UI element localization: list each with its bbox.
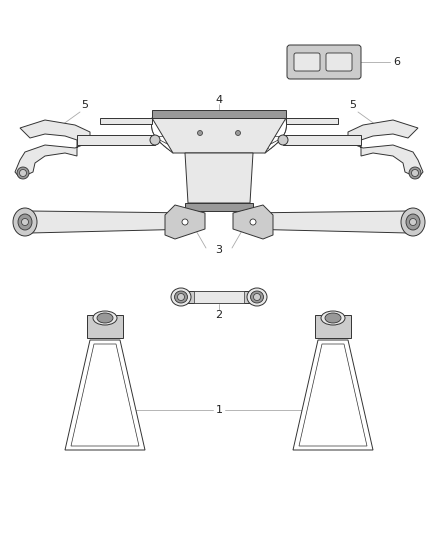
- Ellipse shape: [325, 313, 341, 323]
- Polygon shape: [152, 118, 286, 153]
- Ellipse shape: [21, 219, 28, 225]
- Ellipse shape: [250, 219, 256, 225]
- Ellipse shape: [150, 135, 160, 145]
- Polygon shape: [293, 340, 373, 450]
- Polygon shape: [15, 120, 90, 178]
- Ellipse shape: [254, 294, 261, 301]
- Polygon shape: [165, 205, 205, 239]
- Ellipse shape: [251, 291, 264, 303]
- Polygon shape: [65, 340, 145, 450]
- Polygon shape: [152, 110, 286, 118]
- Ellipse shape: [171, 288, 191, 306]
- Ellipse shape: [411, 169, 418, 176]
- Text: 6: 6: [393, 57, 400, 67]
- Ellipse shape: [198, 131, 202, 135]
- Polygon shape: [77, 135, 155, 145]
- Polygon shape: [185, 153, 253, 203]
- Ellipse shape: [321, 311, 345, 325]
- Ellipse shape: [406, 214, 420, 230]
- Polygon shape: [87, 315, 123, 338]
- Polygon shape: [194, 291, 244, 303]
- Polygon shape: [243, 211, 408, 233]
- Polygon shape: [177, 291, 261, 303]
- Ellipse shape: [236, 131, 240, 135]
- Polygon shape: [30, 211, 195, 233]
- Ellipse shape: [409, 167, 421, 179]
- Polygon shape: [283, 135, 361, 145]
- Text: 5: 5: [350, 100, 357, 110]
- FancyBboxPatch shape: [326, 53, 352, 71]
- Ellipse shape: [13, 208, 37, 236]
- Ellipse shape: [20, 169, 27, 176]
- Ellipse shape: [18, 214, 32, 230]
- Ellipse shape: [182, 219, 188, 225]
- Polygon shape: [185, 203, 253, 211]
- Polygon shape: [233, 205, 273, 239]
- Polygon shape: [348, 120, 423, 178]
- Ellipse shape: [177, 294, 184, 301]
- Ellipse shape: [247, 288, 267, 306]
- Ellipse shape: [278, 135, 288, 145]
- Text: 5: 5: [81, 100, 88, 110]
- Polygon shape: [100, 118, 152, 124]
- Text: 4: 4: [215, 95, 223, 105]
- Ellipse shape: [174, 291, 187, 303]
- Ellipse shape: [410, 219, 417, 225]
- Ellipse shape: [401, 208, 425, 236]
- FancyBboxPatch shape: [294, 53, 320, 71]
- Ellipse shape: [97, 313, 113, 323]
- Polygon shape: [286, 118, 338, 124]
- FancyBboxPatch shape: [287, 45, 361, 79]
- Text: 2: 2: [215, 310, 223, 320]
- Ellipse shape: [17, 167, 29, 179]
- Text: 3: 3: [215, 245, 223, 255]
- Ellipse shape: [93, 311, 117, 325]
- Polygon shape: [315, 315, 351, 338]
- Text: 1: 1: [215, 405, 223, 415]
